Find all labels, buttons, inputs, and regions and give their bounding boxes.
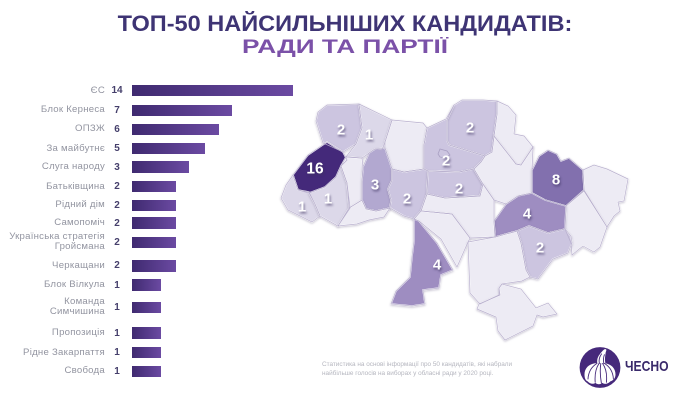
svg-text:2: 2: [455, 180, 463, 197]
svg-text:2: 2: [536, 239, 544, 256]
svg-text:8: 8: [552, 171, 560, 188]
svg-text:1: 1: [365, 126, 373, 143]
svg-text:1: 1: [324, 190, 332, 207]
svg-text:2: 2: [403, 190, 411, 207]
svg-text:2: 2: [466, 119, 474, 136]
svg-text:1: 1: [298, 198, 306, 215]
svg-text:4: 4: [433, 256, 442, 273]
svg-text:3: 3: [371, 176, 379, 193]
svg-text:2: 2: [337, 121, 345, 138]
svg-text:4: 4: [523, 205, 532, 222]
svg-text:2: 2: [442, 152, 450, 169]
svg-text:16: 16: [306, 160, 324, 177]
